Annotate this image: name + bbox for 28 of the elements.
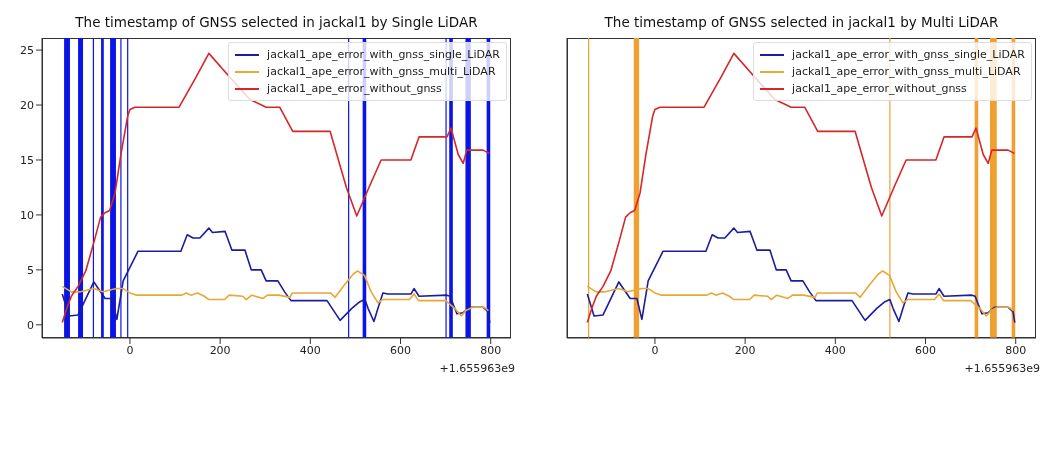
- x-tick-label: 200: [209, 343, 231, 357]
- x-tick-label: 0: [651, 343, 659, 357]
- x-tick-label: 400: [824, 343, 846, 357]
- legend-label: jackal1_ape_error_with_gnss_multi_LiDAR: [792, 64, 1021, 80]
- y-tick-label: 15: [20, 153, 34, 167]
- x-tick-label: 0: [126, 343, 134, 357]
- legend-label: jackal1_ape_error_with_gnss_multi_LiDAR: [267, 64, 496, 80]
- x-tick-label: 400: [299, 343, 321, 357]
- legend-label: jackal1_ape_error_without_gnss: [267, 81, 442, 97]
- chart-title: The timestamp of GNSS selected in jackal1 by Multi LiDAR: [603, 14, 1000, 30]
- y-tick-label: 0: [27, 318, 34, 332]
- y-tick-label: 20: [20, 98, 34, 112]
- x-tick-label: 600: [915, 343, 937, 357]
- y-tick-label: 25: [20, 43, 34, 57]
- y-tick-label: 5: [27, 263, 34, 277]
- text: +1.655963e9: [439, 362, 515, 375]
- line-series: [61, 270, 490, 317]
- text: +1.655963e9: [964, 362, 1040, 375]
- x-tick-label: 800: [1005, 343, 1027, 357]
- legend-label: jackal1_ape_error_with_gnss_single_LiDAR: [792, 47, 1025, 63]
- x-tick-label: 200: [734, 343, 756, 357]
- legend-label: jackal1_ape_error_with_gnss_single_LiDAR: [267, 47, 500, 63]
- y-tick-label: 10: [20, 208, 34, 222]
- legend-label: jackal1_ape_error_without_gnss: [792, 81, 967, 97]
- x-tick-label: 800: [480, 343, 502, 357]
- x-tick-label: 600: [390, 343, 412, 357]
- chart-title: The timestamp of GNSS selected in jackal1 by Single LiDAR: [74, 14, 479, 30]
- line-series: [61, 227, 491, 324]
